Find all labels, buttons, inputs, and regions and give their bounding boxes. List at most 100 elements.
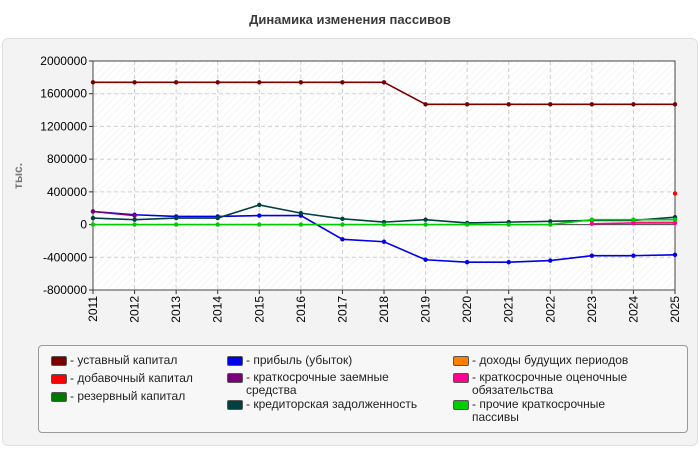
legend-swatch [227,373,243,383]
data-point [298,80,304,85]
legend-label-line: - уставный капитал [70,353,178,367]
legend-item: - резервный капитал [51,390,185,403]
legend-label-line: - доходы будущих периодов [472,353,629,367]
data-point [381,222,387,227]
x-tick-label: 2019 [419,296,433,323]
data-point [423,257,428,262]
x-tick-labels: 2011 2012 2013 2014 2015 2016 2017 2018 2019 2020… [86,296,682,323]
data-point [90,80,96,85]
data-point [381,80,387,85]
legend-label: - резервный капитал [70,390,185,403]
x-tick-label: 2023 [585,296,599,323]
data-point [672,220,678,226]
data-point [90,209,96,214]
x-tick-label: 2018 [377,296,391,323]
data-point [506,259,511,265]
legend-label-line: - кредиторская задолженность [246,397,418,411]
legend-item: - краткосрочные заемные средства [227,371,389,397]
y-tick-label: 2000000 [40,54,87,68]
legend-swatch [453,356,469,366]
data-point [215,215,220,221]
x-tick-label: 2013 [169,296,183,323]
legend-label-line: обязательства [472,383,553,397]
legend-label: - уставный капитал [70,354,177,367]
data-point [589,253,595,258]
series-7 [589,220,678,226]
series-0 [90,80,678,107]
legend-label: - краткосрочные оценочные обязательства [472,371,627,397]
plot-frame [92,60,676,291]
series-line [92,210,135,217]
legend-label: - прочие краткосрочные пассивы [472,398,605,424]
legend-label-line: средства [246,383,297,397]
data-point [257,80,262,85]
data-point [672,217,678,222]
legend-swatch [227,356,243,366]
data-point [672,191,678,196]
data-point [340,216,345,222]
data-point [257,213,262,218]
y-tick-label: -400000 [43,250,87,264]
data-point [423,217,428,222]
x-tick-label: 2016 [294,296,308,323]
data-point [631,220,636,226]
y-axis-label: тыс. [11,163,25,189]
data-point [173,215,179,221]
legend-label-line: - краткосрочные оценочные [472,370,628,384]
legend-label: - прибыль (убыток) [246,354,352,367]
legend-label-line: - резервный капитал [70,389,186,403]
data-point [132,80,137,85]
y-tick-label: 800000 [47,152,87,166]
data-point [132,222,137,227]
data-point [464,222,470,227]
data-point [340,237,345,242]
series-1 [672,191,678,196]
data-point [548,102,553,107]
data-point [548,219,553,224]
legend: - уставный капитал - добавочный капитал - … [38,345,688,433]
legend-label-line: - добавочный капитал [70,371,193,385]
data-point [589,102,595,107]
data-point [298,210,304,216]
data-point [672,252,678,258]
data-point [589,221,595,226]
chart-title: Динамика изменения пассивов [249,12,451,27]
y-tick-labels: -800000 -400000 0 400000 800000 1200000 160000… [40,54,87,297]
legend-item: - добавочный капитал [51,372,193,385]
legend-swatch [453,373,469,383]
legend-label: - краткосрочные заемные средства [246,371,389,397]
legend-item: - краткосрочные оценочные обязательства [453,371,627,397]
data-point [589,217,595,222]
data-point [423,222,428,227]
y-tick-label: -800000 [43,283,87,297]
y-tick-label: 1600000 [40,87,87,101]
legend-item: - кредиторская задолженность [227,398,417,411]
x-tick-label: 2011 [86,296,100,322]
x-tick-label: 2021 [502,296,516,323]
legend-swatch [51,374,67,384]
data-point [173,222,179,227]
data-point [464,259,470,265]
data-point [631,217,636,222]
series-4 [90,209,137,218]
legend-label: - кредиторская задолженность [246,398,417,411]
legend-swatch [453,400,469,410]
y-tick-label: 0 [80,218,87,232]
x-tick-label: 2017 [335,296,349,323]
legend-label: - добавочный капитал [70,372,193,385]
x-tick-label: 2014 [211,296,225,323]
legend-item: - доходы будущих периодов [453,354,628,367]
data-point [340,222,345,227]
data-point [90,222,96,227]
legend-item: - прочие краткосрочные пассивы [453,398,605,424]
legend-label: - доходы будущих периодов [472,354,628,367]
data-point [257,222,262,227]
data-point [90,215,96,221]
legend-swatch [227,400,243,410]
data-point [672,102,678,107]
x-tick-label: 2020 [460,296,474,323]
data-point [173,80,179,85]
legend-label-line: пассивы [472,410,519,424]
legend-item: - прибыль (убыток) [227,354,352,367]
